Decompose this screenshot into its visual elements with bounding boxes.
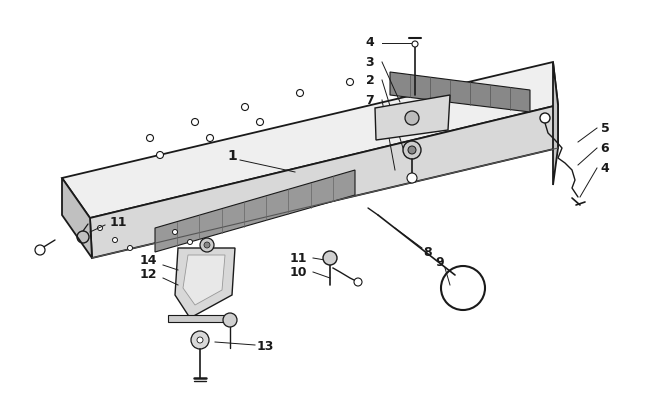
Circle shape <box>408 146 416 154</box>
Polygon shape <box>62 62 558 218</box>
Polygon shape <box>390 72 530 112</box>
Circle shape <box>197 337 203 343</box>
Text: 2: 2 <box>365 74 374 87</box>
Circle shape <box>207 134 213 142</box>
Circle shape <box>412 41 418 47</box>
Text: 6: 6 <box>601 142 609 155</box>
Circle shape <box>296 89 304 97</box>
Circle shape <box>346 79 354 86</box>
Polygon shape <box>375 95 450 140</box>
Text: 4: 4 <box>365 37 374 50</box>
Circle shape <box>98 226 103 231</box>
Text: 9: 9 <box>436 255 445 268</box>
Circle shape <box>354 278 362 286</box>
Circle shape <box>200 238 214 252</box>
Circle shape <box>191 331 209 349</box>
Polygon shape <box>168 315 235 322</box>
Circle shape <box>112 237 118 242</box>
Circle shape <box>157 152 164 158</box>
Text: 3: 3 <box>366 55 374 68</box>
Circle shape <box>323 251 337 265</box>
Polygon shape <box>175 248 235 318</box>
Circle shape <box>187 239 192 244</box>
Circle shape <box>204 242 210 248</box>
Text: 10: 10 <box>289 265 307 278</box>
Text: 8: 8 <box>424 246 432 258</box>
Circle shape <box>223 313 237 327</box>
Polygon shape <box>553 62 558 185</box>
Circle shape <box>403 141 421 159</box>
Polygon shape <box>90 105 558 258</box>
Circle shape <box>127 246 133 250</box>
Text: 5: 5 <box>601 121 610 134</box>
Circle shape <box>407 173 417 183</box>
Polygon shape <box>62 178 92 258</box>
Text: 11: 11 <box>109 215 127 228</box>
Circle shape <box>405 111 419 125</box>
Circle shape <box>192 118 198 126</box>
Circle shape <box>540 113 550 123</box>
Text: 14: 14 <box>139 254 157 267</box>
Polygon shape <box>155 170 355 252</box>
Text: 4: 4 <box>601 162 610 174</box>
Text: 12: 12 <box>139 268 157 281</box>
Circle shape <box>146 134 153 142</box>
Text: 13: 13 <box>256 341 274 354</box>
Text: 7: 7 <box>365 94 374 107</box>
Circle shape <box>35 245 45 255</box>
Text: 11: 11 <box>289 252 307 265</box>
Circle shape <box>257 118 263 126</box>
Circle shape <box>242 103 248 110</box>
Text: 1: 1 <box>227 149 237 163</box>
Circle shape <box>172 229 177 234</box>
Polygon shape <box>183 255 225 305</box>
